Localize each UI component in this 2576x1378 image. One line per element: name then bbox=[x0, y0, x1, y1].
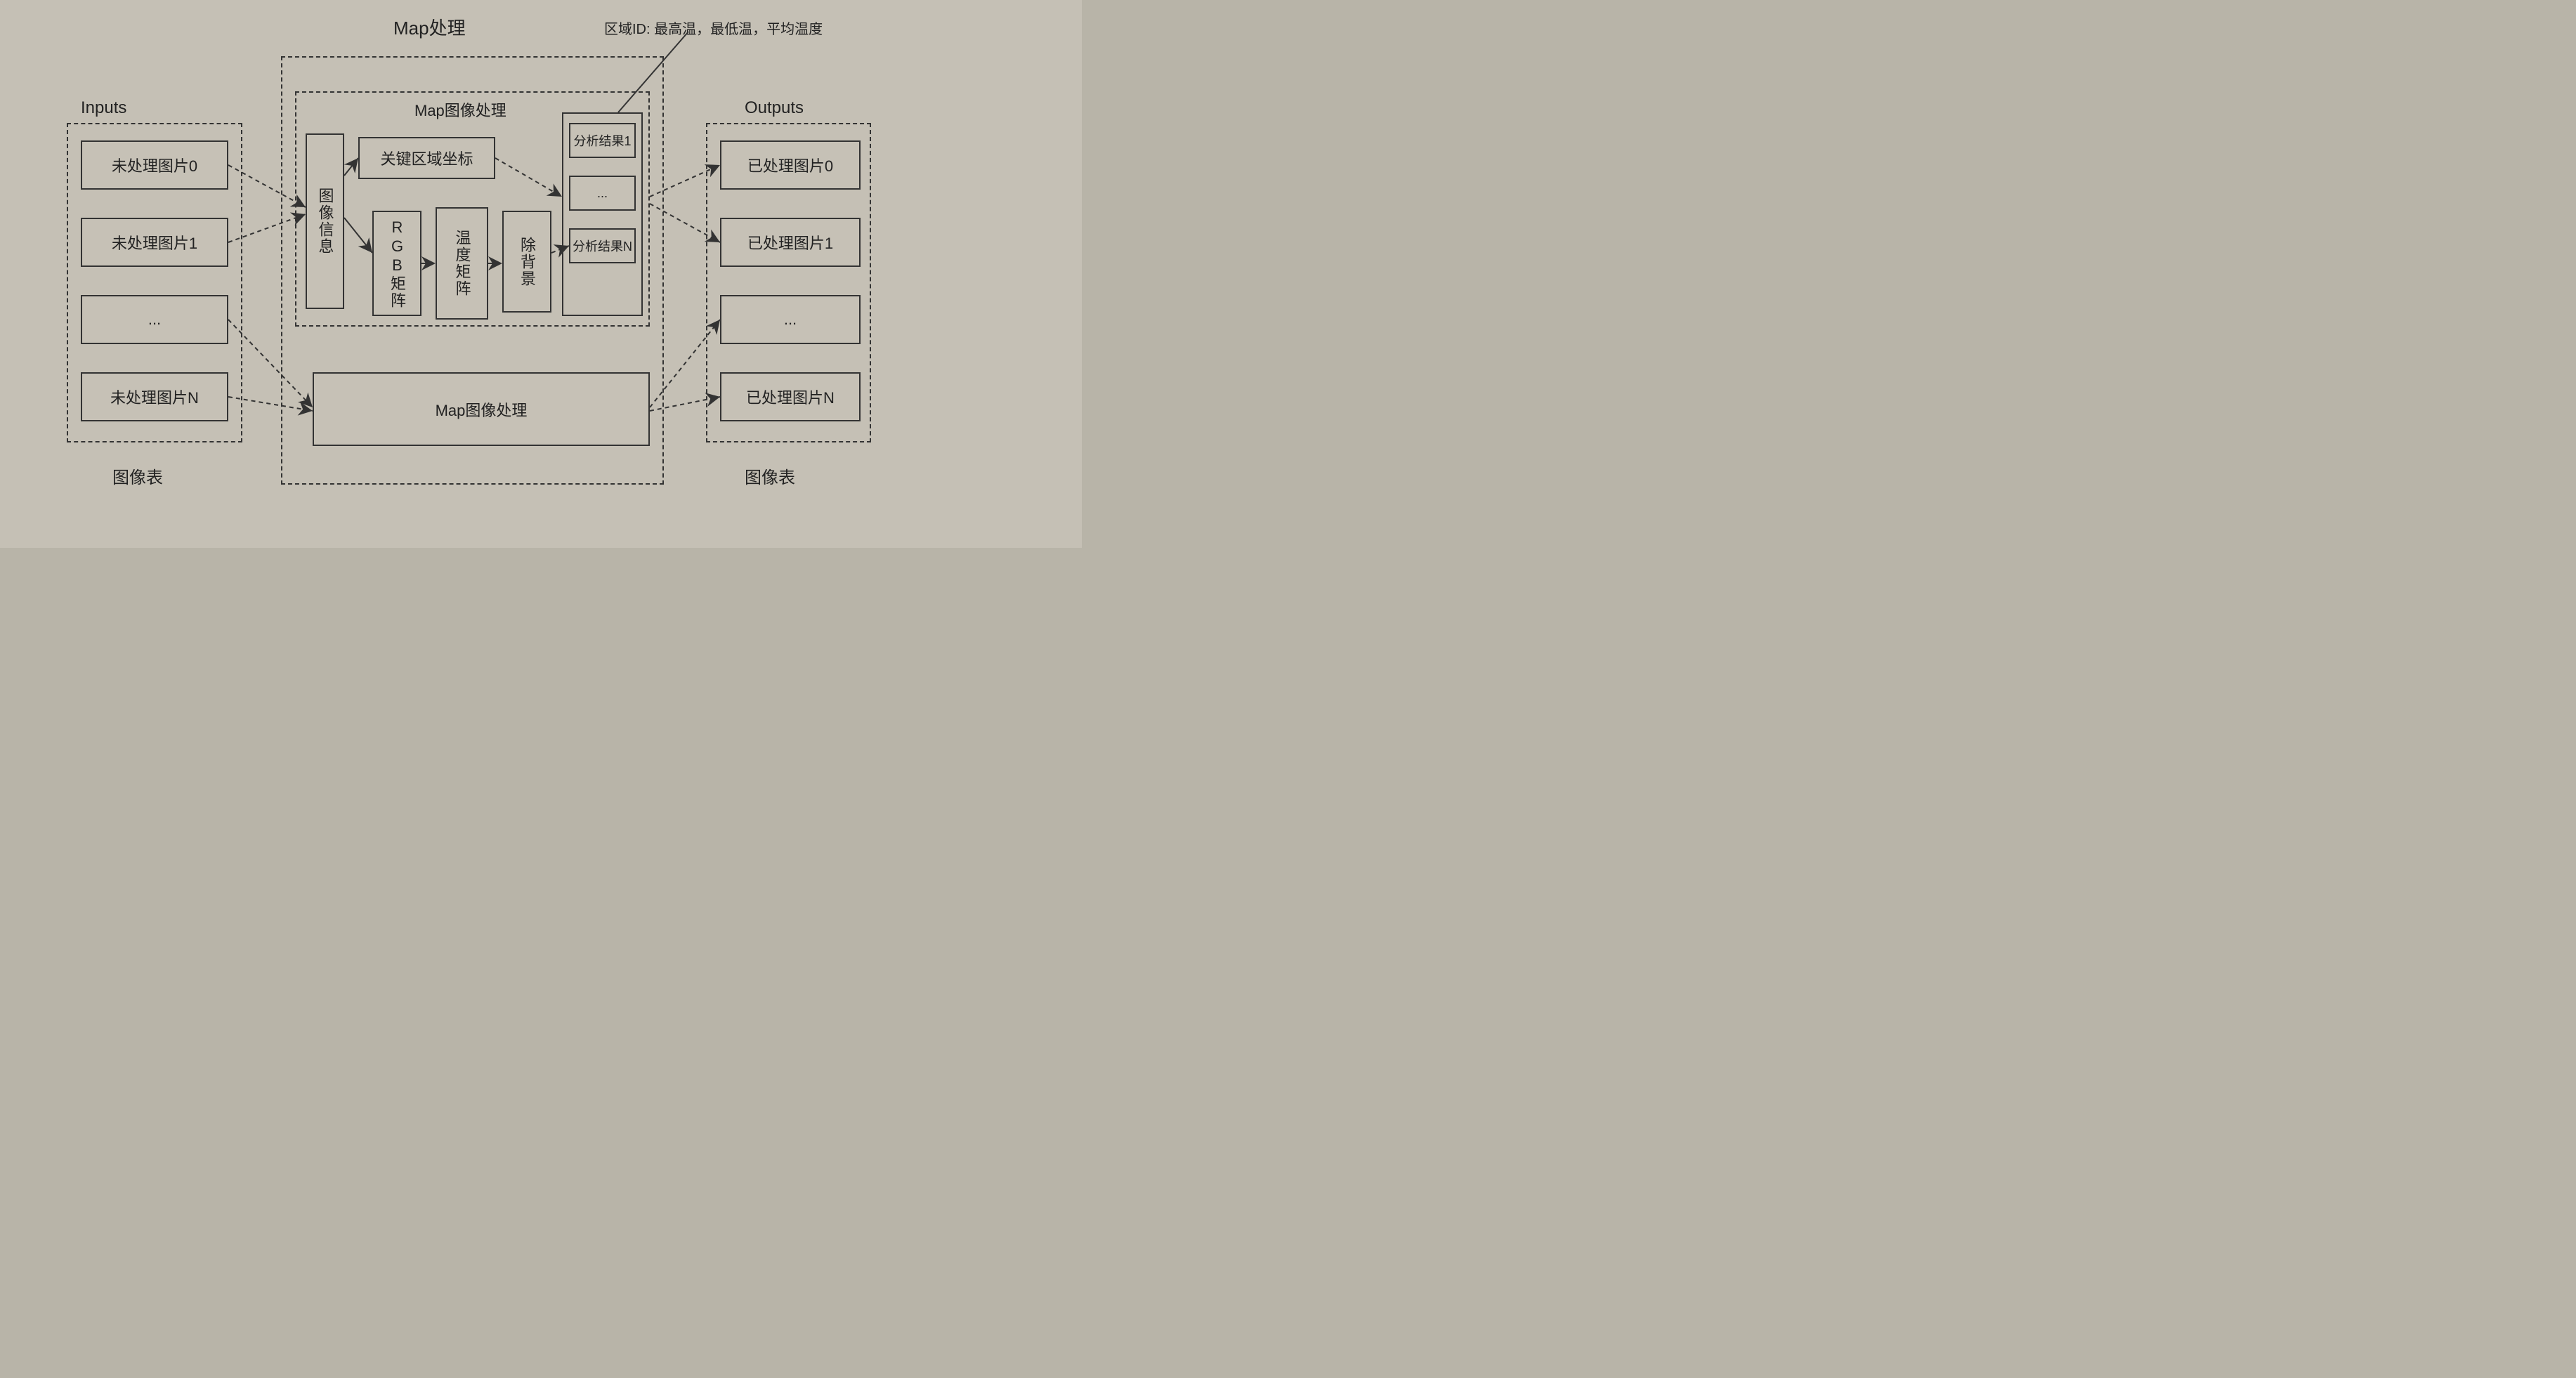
diagram-canvas: Map处理 区域ID: 最高温，最低温，平均温度 Inputs 未处理图片0 未… bbox=[0, 0, 1082, 548]
temp-matrix-label: 温度矩阵 bbox=[451, 230, 473, 297]
result-n-box: 分析结果N bbox=[569, 228, 636, 263]
map-inner-title: Map图像处理 bbox=[414, 98, 506, 121]
output-item-1: 已处理图片1 bbox=[720, 218, 861, 267]
input-item-1: 未处理图片1 bbox=[81, 218, 228, 267]
input-item-n: 未处理图片N bbox=[81, 372, 228, 421]
output-item-ellipsis: ... bbox=[720, 295, 861, 344]
remove-bg-box: 除背景 bbox=[502, 211, 551, 313]
diagram-title: Map处理 bbox=[393, 14, 466, 40]
result-ellipsis-box: ... bbox=[569, 176, 636, 211]
input-item-0: 未处理图片0 bbox=[81, 140, 228, 190]
inputs-caption: 图像表 bbox=[112, 464, 163, 488]
image-info-box: 图像信息 bbox=[306, 133, 344, 309]
remove-bg-label: 除背景 bbox=[516, 237, 538, 287]
rgb-matrix-label: RGB矩阵 bbox=[386, 218, 408, 309]
lower-map-box: Map图像处理 bbox=[313, 372, 650, 446]
rgb-matrix-box: RGB矩阵 bbox=[372, 211, 421, 316]
output-item-n: 已处理图片N bbox=[720, 372, 861, 421]
temp-matrix-box: 温度矩阵 bbox=[436, 207, 488, 320]
result-1-box: 分析结果1 bbox=[569, 123, 636, 158]
outputs-caption: 图像表 bbox=[745, 464, 795, 488]
input-item-ellipsis: ... bbox=[81, 295, 228, 344]
inputs-header: Inputs bbox=[81, 98, 126, 118]
output-item-0: 已处理图片0 bbox=[720, 140, 861, 190]
diagram-annotation: 区域ID: 最高温，最低温，平均温度 bbox=[604, 18, 823, 38]
outputs-header: Outputs bbox=[745, 98, 804, 118]
key-region-box: 关键区域坐标 bbox=[358, 137, 495, 179]
image-info-label: 图像信息 bbox=[314, 188, 336, 255]
